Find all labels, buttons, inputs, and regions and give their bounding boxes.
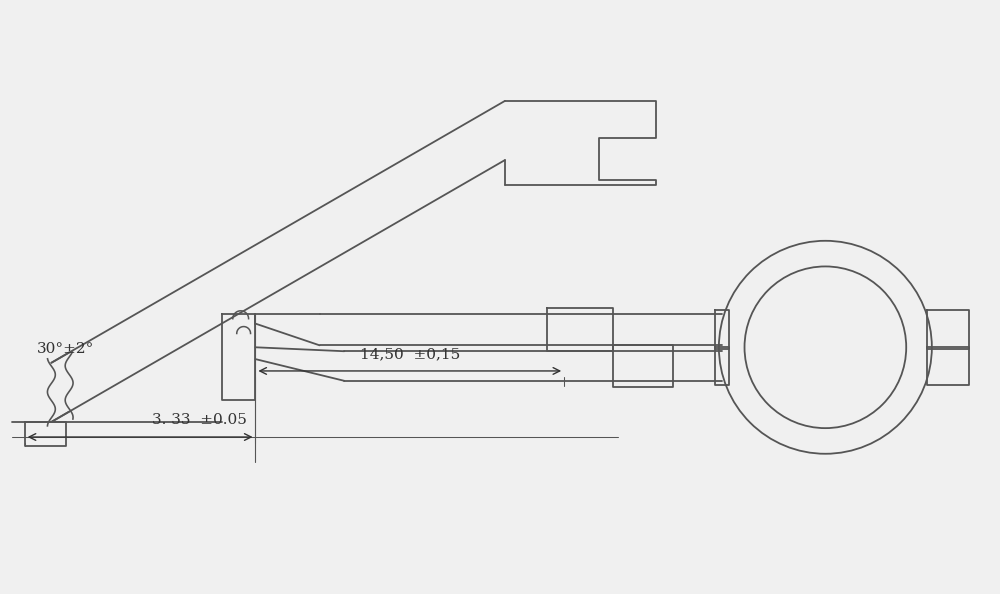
Text: 30°±2°: 30°±2° <box>37 342 94 356</box>
Text: 14,50  ±0,15: 14,50 ±0,15 <box>360 347 460 361</box>
Text: 3. 33  ±0.05: 3. 33 ±0.05 <box>152 413 247 427</box>
